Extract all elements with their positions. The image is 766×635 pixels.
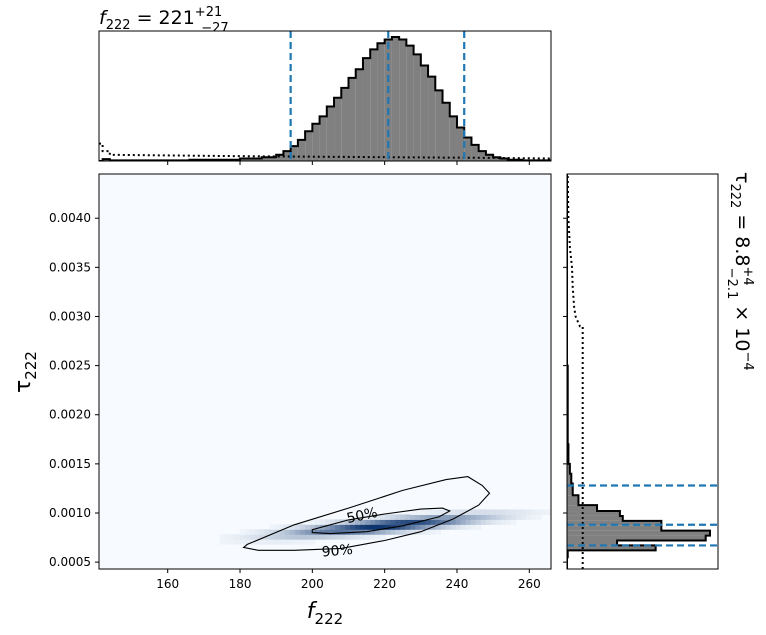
- x-tick-label: 220: [373, 577, 396, 591]
- f-hist-bar: [305, 131, 313, 161]
- y-tick-label: 0.0030: [49, 309, 91, 323]
- density-heatmap: [219, 509, 551, 545]
- tau-hist-bar: [567, 511, 620, 516]
- f-hist-bar: [355, 69, 363, 161]
- f-hist-bar: [370, 49, 378, 161]
- y-tick-label: 0.0040: [49, 211, 91, 225]
- tau-hist-bar: [567, 530, 710, 536]
- f-hist-bar: [406, 45, 414, 161]
- y-tick-label: 0.0010: [49, 506, 91, 520]
- tau-hist-bar: [567, 483, 573, 496]
- x-tick-label: 200: [301, 577, 324, 591]
- f-hist-bar: [464, 137, 472, 161]
- f-hist-bar: [377, 43, 385, 161]
- y-tick-label: 0.0020: [49, 408, 91, 422]
- x-tick-label: 180: [229, 577, 252, 591]
- f-hist-bar: [240, 158, 262, 161]
- x-tick-label: 160: [156, 577, 179, 591]
- f-hist-bar: [341, 87, 349, 161]
- f-hist-bar: [297, 139, 306, 161]
- f-hist-bar: [413, 54, 421, 161]
- y-tick-label: 0.0025: [49, 359, 91, 373]
- tau-hist-outline: [567, 174, 711, 569]
- f-prior-line: [99, 142, 551, 160]
- tau-prior-line: [567, 174, 584, 569]
- x-axis-label: f222: [307, 599, 343, 628]
- tau-hist-bar: [567, 535, 706, 541]
- y-tick-label: 0.0035: [49, 260, 91, 274]
- f-hist-bar: [348, 77, 356, 161]
- f-hist-bar: [399, 39, 407, 161]
- tau-hist-bar: [567, 540, 618, 546]
- f-hist-bar: [435, 90, 443, 161]
- contour-label-50: 50%: [345, 505, 379, 527]
- f222-summary-title: f222 = 221+21 −27: [99, 5, 229, 36]
- y-axis-ticks: 0.0005 0.0010 0.0015 0.0020 0.0025 0.0030 0.00…: [49, 211, 99, 569]
- tau222-summary-title: τ222 = 8.8+4−2.1 × 10−4: [724, 172, 755, 371]
- x-axis-ticks: 160 180 200 220 240 260: [156, 569, 541, 591]
- x-tick-label: 240: [446, 577, 469, 591]
- x-tick-label: 260: [518, 577, 541, 591]
- contour-50: [311, 507, 452, 535]
- y-tick-label: 0.0005: [49, 555, 91, 569]
- f-hist-bar: [442, 102, 450, 161]
- f-hist-bar: [319, 116, 327, 161]
- tau-hist-bar: [567, 515, 623, 521]
- f222-marginal-histogram: [98, 30, 552, 165]
- f-hist-bar: [391, 37, 400, 161]
- f-hist-bar: [362, 58, 371, 161]
- f-hist-bar: [326, 106, 335, 161]
- f-hist-outline: [99, 36, 551, 161]
- f-hist-bar: [471, 144, 479, 161]
- f-hist-bar: [276, 154, 284, 161]
- joint-density-panel: 160 180 200 220 240 260 0.00050.00100.00150.0…: [49, 173, 552, 591]
- tau-hist-bar: [567, 463, 570, 474]
- f-hist-bar: [493, 157, 501, 161]
- tau-hist-bar: [567, 520, 662, 526]
- f-hist-bar: [456, 127, 465, 161]
- tau222-marginal-histogram: [563, 173, 719, 570]
- f-hist-bar: [312, 123, 320, 161]
- tau-hist-bar: [567, 545, 656, 551]
- f-hist-bar: [334, 97, 342, 161]
- f-hist-bar: [449, 116, 457, 161]
- f-hist-bar: [478, 151, 486, 161]
- f-hist-bar: [500, 158, 508, 161]
- f-hist-bar: [420, 65, 429, 161]
- f-hist-bar: [290, 146, 298, 161]
- f-hist-bar: [283, 151, 291, 161]
- contour-label-90: 90%: [321, 542, 353, 561]
- tau-hist-bar: [567, 473, 572, 484]
- f-hist-bar: [261, 157, 277, 161]
- tau-hist-bar: [567, 525, 662, 531]
- tau-hist-bar: [567, 495, 579, 506]
- f-hist-bar: [428, 76, 436, 161]
- y-axis-label: τ222: [11, 351, 40, 393]
- contour-90: [242, 476, 491, 551]
- y-tick-label: 0.0015: [49, 457, 91, 471]
